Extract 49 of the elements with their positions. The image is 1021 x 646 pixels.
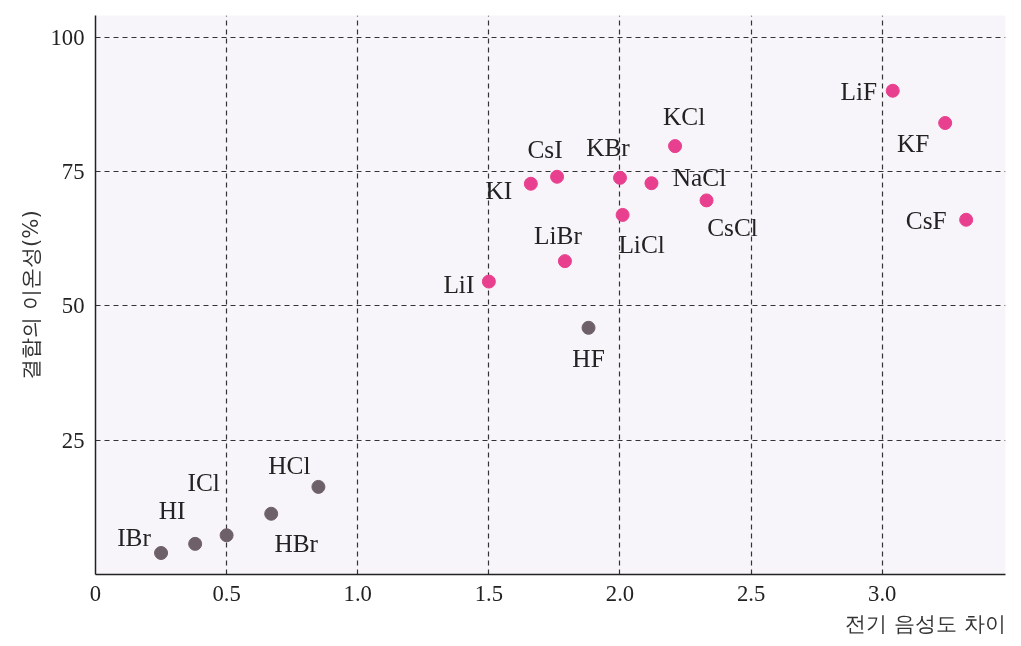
annotation: LiI bbox=[443, 269, 475, 298]
point bbox=[959, 212, 974, 227]
annotation: LiF bbox=[840, 76, 878, 105]
x-tick-label: 1.0 bbox=[343, 580, 372, 606]
x-tick-label: 2.0 bbox=[605, 580, 635, 606]
annotation: NaCl bbox=[672, 163, 727, 192]
point bbox=[699, 193, 714, 208]
point bbox=[938, 116, 953, 130]
x-tick-label: 0 bbox=[89, 580, 102, 606]
y-tick-label: 100 bbox=[50, 24, 85, 50]
x-tick-label: 3.0 bbox=[868, 580, 897, 606]
x-tick-label: 2.5 bbox=[736, 580, 766, 606]
point bbox=[550, 169, 565, 184]
annotation: LiBr bbox=[534, 221, 583, 250]
point bbox=[644, 176, 659, 191]
point bbox=[557, 254, 572, 269]
point bbox=[613, 170, 627, 185]
point bbox=[481, 274, 496, 289]
x-axis-title: 전기 음성도 차이 bbox=[844, 610, 1006, 636]
annotation: HBr bbox=[274, 528, 319, 557]
y-axis-title: 결합의 이온성(%) bbox=[17, 210, 43, 380]
x-tick-label: 1.5 bbox=[474, 580, 504, 606]
annotation: ICl bbox=[187, 468, 220, 497]
y-tick-label: 50 bbox=[61, 293, 85, 319]
y-tick-label: 75 bbox=[61, 158, 85, 184]
annotation: HCl bbox=[268, 450, 311, 479]
y-tick-label: 25 bbox=[61, 427, 85, 453]
annotation: CsF bbox=[905, 205, 947, 234]
annotation: KBr bbox=[586, 132, 631, 161]
point bbox=[264, 506, 279, 521]
point bbox=[668, 139, 683, 154]
point bbox=[523, 176, 538, 191]
annotation: CsI bbox=[527, 134, 563, 163]
annotation: KCl bbox=[662, 102, 706, 131]
point bbox=[219, 528, 234, 543]
point bbox=[581, 320, 596, 335]
annotation: KI bbox=[485, 175, 513, 204]
annotation: CsCl bbox=[707, 213, 758, 242]
annotation: HF bbox=[572, 343, 605, 372]
point bbox=[885, 83, 900, 98]
point bbox=[615, 207, 630, 222]
point bbox=[188, 536, 203, 551]
point bbox=[154, 546, 169, 560]
annotation: IBr bbox=[117, 523, 152, 551]
point bbox=[311, 479, 326, 494]
annotation: HI bbox=[158, 495, 186, 524]
x-tick-label: 0.5 bbox=[212, 580, 241, 606]
annotation: LiCl bbox=[618, 229, 665, 258]
annotation: KF bbox=[896, 129, 930, 157]
